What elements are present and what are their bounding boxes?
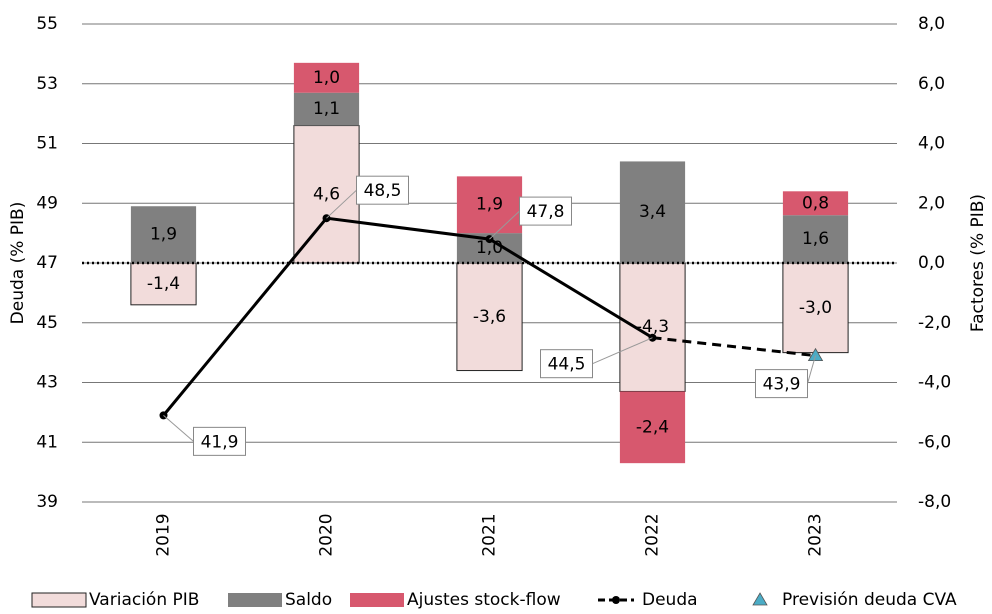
data-label: 3,4 [639, 202, 666, 222]
forecast-line [652, 336, 816, 358]
bar [619, 161, 686, 263]
legend-label: Previsión deuda CVA [782, 590, 957, 610]
y-tick-label: 41 [36, 432, 58, 452]
y-tick-label: 49 [36, 193, 58, 213]
callout-box [755, 369, 808, 399]
bar [293, 92, 360, 126]
callout-pointer [592, 337, 653, 365]
data-label: -3,0 [799, 298, 832, 318]
data-label: 1,1 [313, 99, 340, 119]
data-label: 1,9 [476, 195, 503, 215]
bar [456, 262, 523, 372]
callout-pointer [489, 210, 520, 240]
y-axis-label: Deuda (% PIB) [8, 202, 28, 325]
y2-tick-label: -4,0 [918, 373, 951, 393]
data-label: 0,8 [802, 193, 829, 213]
bar [619, 391, 686, 464]
data-label: 47,8 [527, 202, 565, 222]
callout-box [519, 196, 572, 226]
data-label: -2,4 [636, 417, 669, 437]
bar [456, 176, 523, 234]
legend-swatch [31, 592, 87, 608]
callout-pointer [807, 355, 816, 384]
y2-tick-label: 2,0 [918, 193, 945, 213]
x-tick-label: 2023 [806, 513, 826, 556]
bar [782, 262, 849, 354]
legend-swatch [752, 592, 768, 606]
y-tick-label: 55 [36, 14, 58, 34]
data-label: 1,6 [802, 229, 829, 249]
legend-swatch [612, 596, 620, 604]
y2-tick-label: 4,0 [918, 134, 945, 154]
y-tick-label: 39 [36, 492, 58, 512]
legend-label: Ajustes stock-flow [407, 590, 561, 610]
y-tick-label: 51 [36, 134, 58, 154]
data-label: 1,9 [150, 225, 177, 245]
bar [293, 62, 360, 93]
y2-tick-label: -8,0 [918, 492, 951, 512]
bar [293, 125, 360, 264]
y2-tick-label: 6,0 [918, 74, 945, 94]
y2-tick-label: -6,0 [918, 432, 951, 452]
y2-tick-label: 8,0 [918, 14, 945, 34]
data-label: 41,9 [201, 432, 239, 452]
legend-swatch [350, 593, 404, 607]
legend-label: Deuda [642, 590, 698, 610]
data-label: -1,4 [147, 274, 180, 294]
bar [130, 262, 197, 306]
line [162, 216, 654, 417]
x-tick-label: 2022 [643, 513, 663, 556]
data-label: 44,5 [548, 355, 586, 375]
y-tick-label: 43 [36, 373, 58, 393]
x-tick-label: 2021 [480, 513, 500, 556]
y2-tick-label: 0,0 [918, 253, 945, 273]
legend-swatch [228, 593, 282, 607]
legend-label: Saldo [285, 590, 332, 610]
callout-box [193, 426, 246, 456]
data-label: 43,9 [763, 375, 801, 395]
callout-pointer [163, 414, 194, 442]
legend-label: Variación PIB [89, 590, 199, 610]
x-tick-label: 2020 [317, 513, 337, 556]
callout-pointer [326, 189, 357, 219]
y2-axis-label: Factores (% PIB) [968, 194, 988, 332]
scatter-point [807, 347, 824, 362]
x-tick-label: 2019 [154, 513, 174, 556]
data-label: 1,0 [313, 68, 340, 88]
bar [782, 191, 849, 216]
y-tick-label: 53 [36, 74, 58, 94]
bar [782, 215, 849, 263]
y-tick-label: 45 [36, 313, 58, 333]
y2-tick-label: -2,0 [918, 313, 951, 333]
bar [130, 206, 197, 263]
data-label: -3,6 [473, 307, 506, 327]
callout-box [540, 349, 593, 379]
callout-box [356, 175, 409, 205]
data-label: 4,6 [313, 184, 340, 204]
data-label: 48,5 [364, 181, 402, 201]
y-tick-label: 47 [36, 253, 58, 273]
